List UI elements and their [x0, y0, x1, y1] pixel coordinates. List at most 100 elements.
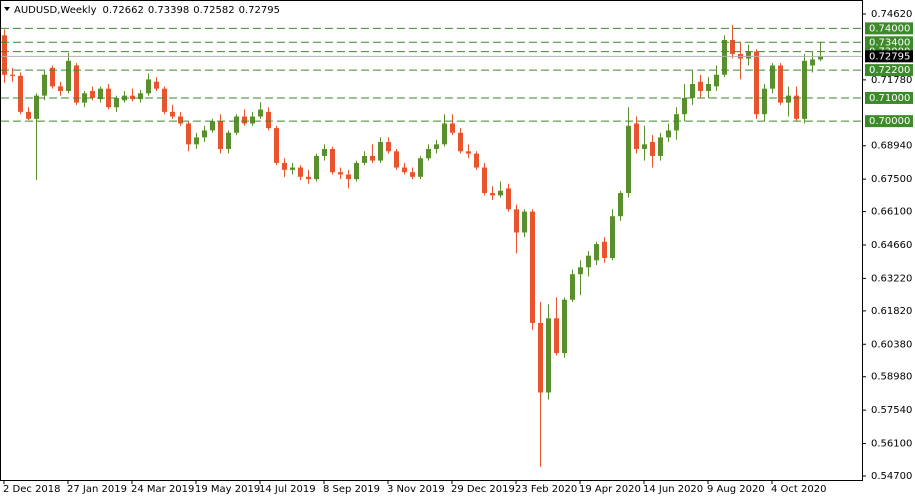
- y-tick-label: 0.67500: [871, 174, 912, 185]
- candle-body: [226, 132, 231, 149]
- candle-body: [282, 162, 287, 170]
- candle-body: [618, 193, 623, 217]
- level-label: 0.74000: [869, 23, 910, 34]
- candle-body: [610, 216, 615, 258]
- candle-body: [522, 211, 527, 233]
- candle-body: [34, 95, 39, 119]
- candle-body: [786, 95, 791, 103]
- candle-body: [306, 176, 311, 180]
- candle-body: [418, 158, 423, 177]
- candle-body: [730, 39, 735, 54]
- y-tick-label: 0.54700: [871, 471, 912, 482]
- x-tick-label: 14 Jul 2019: [259, 484, 316, 495]
- candle-body: [186, 123, 191, 145]
- plot-frame: [0, 0, 863, 481]
- y-tick-label: 0.57540: [871, 405, 912, 416]
- y-tick-label: 0.61820: [871, 306, 912, 317]
- candle-body: [210, 121, 215, 131]
- candle-body: [290, 167, 295, 170]
- candle-body: [386, 142, 391, 152]
- candle-body: [266, 111, 271, 129]
- candle-body: [546, 318, 551, 393]
- candle-body: [98, 88, 103, 100]
- candle-body: [650, 142, 655, 156]
- candle-body: [330, 148, 335, 173]
- level-label: 0.72200: [869, 65, 910, 76]
- candle-body: [770, 65, 775, 89]
- candle-body: [10, 74, 15, 76]
- candle-body: [26, 111, 31, 119]
- candle-body: [138, 93, 143, 100]
- candle-body: [202, 130, 207, 138]
- candle-body: [322, 148, 327, 156]
- candle-body: [562, 299, 567, 354]
- candle-body: [378, 142, 383, 161]
- x-tick-label: 19 Apr 2020: [579, 484, 641, 495]
- candle-body: [626, 125, 631, 194]
- y-tick-label: 0.74620: [871, 9, 912, 20]
- candle-body: [538, 322, 543, 393]
- candle-body: [434, 144, 439, 149]
- candle-body: [154, 81, 159, 89]
- x-tick-label: 9 Aug 2020: [707, 484, 765, 495]
- candle-body: [482, 167, 487, 194]
- candle-body: [466, 151, 471, 154]
- high: 0.73398: [148, 5, 189, 16]
- candle-body: [570, 274, 575, 300]
- candle-body: [74, 65, 79, 103]
- candle-body: [394, 151, 399, 168]
- candle-body: [698, 81, 703, 91]
- candle-body: [218, 121, 223, 149]
- menu-arrow: [4, 7, 10, 11]
- candle-body: [370, 155, 375, 161]
- candle-body: [458, 132, 463, 152]
- candle-body: [762, 88, 767, 115]
- candle-body: [258, 109, 263, 117]
- level-label: 0.70000: [869, 116, 910, 127]
- candle-body: [602, 241, 607, 258]
- x-tick-label: 14 Jun 2020: [643, 484, 703, 495]
- y-tick-label: 0.58980: [871, 372, 912, 383]
- candle-body: [42, 74, 47, 96]
- x-tick-label: 3 Nov 2019: [387, 484, 445, 495]
- x-tick-label: 24 Mar 2019: [131, 484, 194, 495]
- candle-body: [794, 95, 799, 119]
- level-label-box: [865, 22, 913, 35]
- candle-body: [450, 123, 455, 133]
- close: 0.72795: [239, 5, 280, 16]
- level-label-box: [865, 91, 913, 104]
- x-tick-label: 8 Sep 2019: [323, 484, 380, 495]
- candle-body: [778, 65, 783, 103]
- candle-body: [2, 35, 7, 75]
- candle-body: [410, 172, 415, 177]
- price-label: 0.72795: [869, 51, 910, 62]
- candle-body: [578, 267, 583, 275]
- level-label-box: [865, 36, 913, 49]
- candle-body: [58, 86, 63, 91]
- candle-body: [706, 84, 711, 91]
- candle-body: [506, 188, 511, 210]
- candle-body: [594, 244, 599, 261]
- candle-body: [426, 148, 431, 159]
- candle-body: [818, 56, 823, 60]
- y-tick-label: 0.71780: [871, 75, 912, 86]
- candle-body: [642, 144, 647, 149]
- candle-body: [354, 162, 359, 180]
- candle-body: [690, 84, 695, 98]
- level-label: 0.73400: [869, 37, 910, 48]
- candle-body: [66, 60, 71, 91]
- candle-body: [50, 67, 55, 87]
- y-tick-label: 0.68940: [871, 141, 912, 152]
- candle-body: [498, 190, 503, 196]
- candle-body: [714, 74, 719, 87]
- candle-body: [250, 116, 255, 124]
- level-label-box: [865, 64, 913, 77]
- y-tick-label: 0.60380: [871, 339, 912, 350]
- candle-body: [194, 137, 199, 145]
- candle-body: [338, 172, 343, 175]
- candle-body: [362, 155, 367, 163]
- x-tick-label: 27 Jan 2019: [67, 484, 127, 495]
- candle-body: [810, 59, 815, 66]
- candle-body: [130, 95, 135, 100]
